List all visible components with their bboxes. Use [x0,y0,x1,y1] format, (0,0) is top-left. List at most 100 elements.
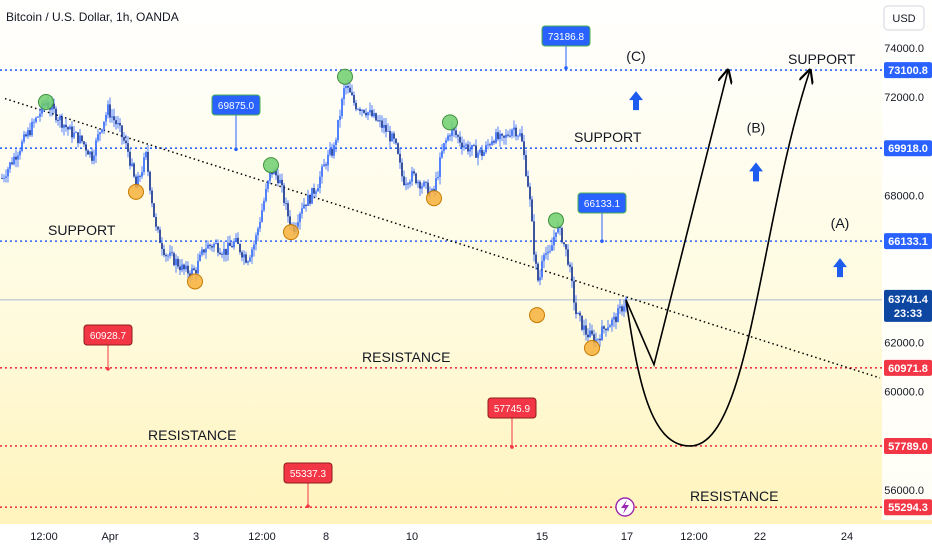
pivot-low-marker [128,183,144,200]
candle-body [99,132,101,135]
candle-body [305,204,307,206]
y-tick-label: 60000.0 [884,387,924,399]
annotations-layer: SUPPORT SUPPORT SUPPORT RESISTANCE RESISTANC… [48,48,856,504]
candle-body [497,132,499,140]
candle-body [87,150,89,155]
candle-body [227,242,229,255]
candle-body [393,133,395,139]
candle-body [93,155,95,161]
x-tick-label: 12:00 [30,531,58,543]
candle-body [91,151,93,161]
candle-body [123,137,125,141]
x-tick-label: 12:00 [680,531,708,543]
currency-button[interactable]: USD [883,5,925,31]
candle-body [211,246,213,248]
candle-body [353,95,355,103]
candle-body [177,258,179,267]
candle-body [461,142,463,148]
candle-body [215,243,217,244]
candle-body [391,133,393,142]
candle-body [439,157,441,177]
candle-body [1,178,3,179]
candle-body [151,190,153,204]
candle-body [587,334,589,338]
candle-body [469,149,471,152]
candle-body [459,136,461,143]
pivot-low-marker [283,224,299,241]
candle-body [315,191,317,194]
candle-body [499,133,501,140]
pivot-high-marker [263,157,279,174]
lightning-icon[interactable] [615,497,635,517]
candle-body [255,235,257,245]
candle-body [193,268,195,271]
candle-body [481,149,483,156]
candle-body [521,133,523,142]
candle-body [133,163,135,177]
candle-body [437,176,439,179]
candle-body [85,144,87,151]
level-price-tag [884,233,932,250]
candle-body [245,254,247,263]
candle-body [371,110,373,117]
candle-body [249,257,251,262]
candle-body [209,244,211,247]
candle-body [165,255,167,257]
candle-body [441,151,443,158]
callout-dot [564,66,568,70]
callout-box [541,25,591,47]
candle-body [423,181,425,187]
candle-body [77,132,79,144]
candle-body [333,145,335,156]
candle-body [57,120,59,121]
candle-body [131,163,133,166]
candle-body [35,117,37,122]
candle-body [71,126,73,138]
candle-body [329,149,331,155]
candle-body [465,144,467,146]
candle-body [463,145,465,148]
candle-body [611,319,613,326]
candle-body [397,143,399,154]
candle-body [507,134,509,136]
candle-body [389,130,391,142]
candle-body [527,175,529,187]
candle-body [619,306,621,309]
candle-body [601,326,603,341]
candle-body [167,255,169,257]
y-tick-label: 56000.0 [884,485,924,497]
candle-body [195,270,197,274]
candle-body [471,145,473,150]
candle-body [559,227,561,229]
candle-body [427,182,429,196]
candle-body [55,108,57,121]
level-annotation: SUPPORT [48,222,116,238]
candle-body [399,153,401,163]
currency-label: USD [892,13,915,25]
candle-body [297,222,299,227]
candle-body [531,199,533,222]
wave-label: (C) [626,48,645,64]
candle-body [503,135,505,138]
candle-body [119,123,121,126]
pivot-high-marker [442,114,458,131]
candle-body [185,265,187,270]
candle-body [179,266,181,271]
candle-body [607,327,609,331]
candle-body [517,135,519,137]
candle-body [593,334,595,344]
candle-body [231,245,233,248]
candle-body [451,127,453,136]
candle-body [381,120,383,128]
candle-body [113,116,115,121]
callout-label: 66133.1 [584,199,621,210]
level-price-tag [884,140,932,157]
pivot-low-marker [426,190,442,207]
candle-body [97,134,99,141]
candle-body [405,183,407,186]
candle-body [289,216,291,226]
candle-body [117,123,119,125]
candle-body [515,127,517,137]
